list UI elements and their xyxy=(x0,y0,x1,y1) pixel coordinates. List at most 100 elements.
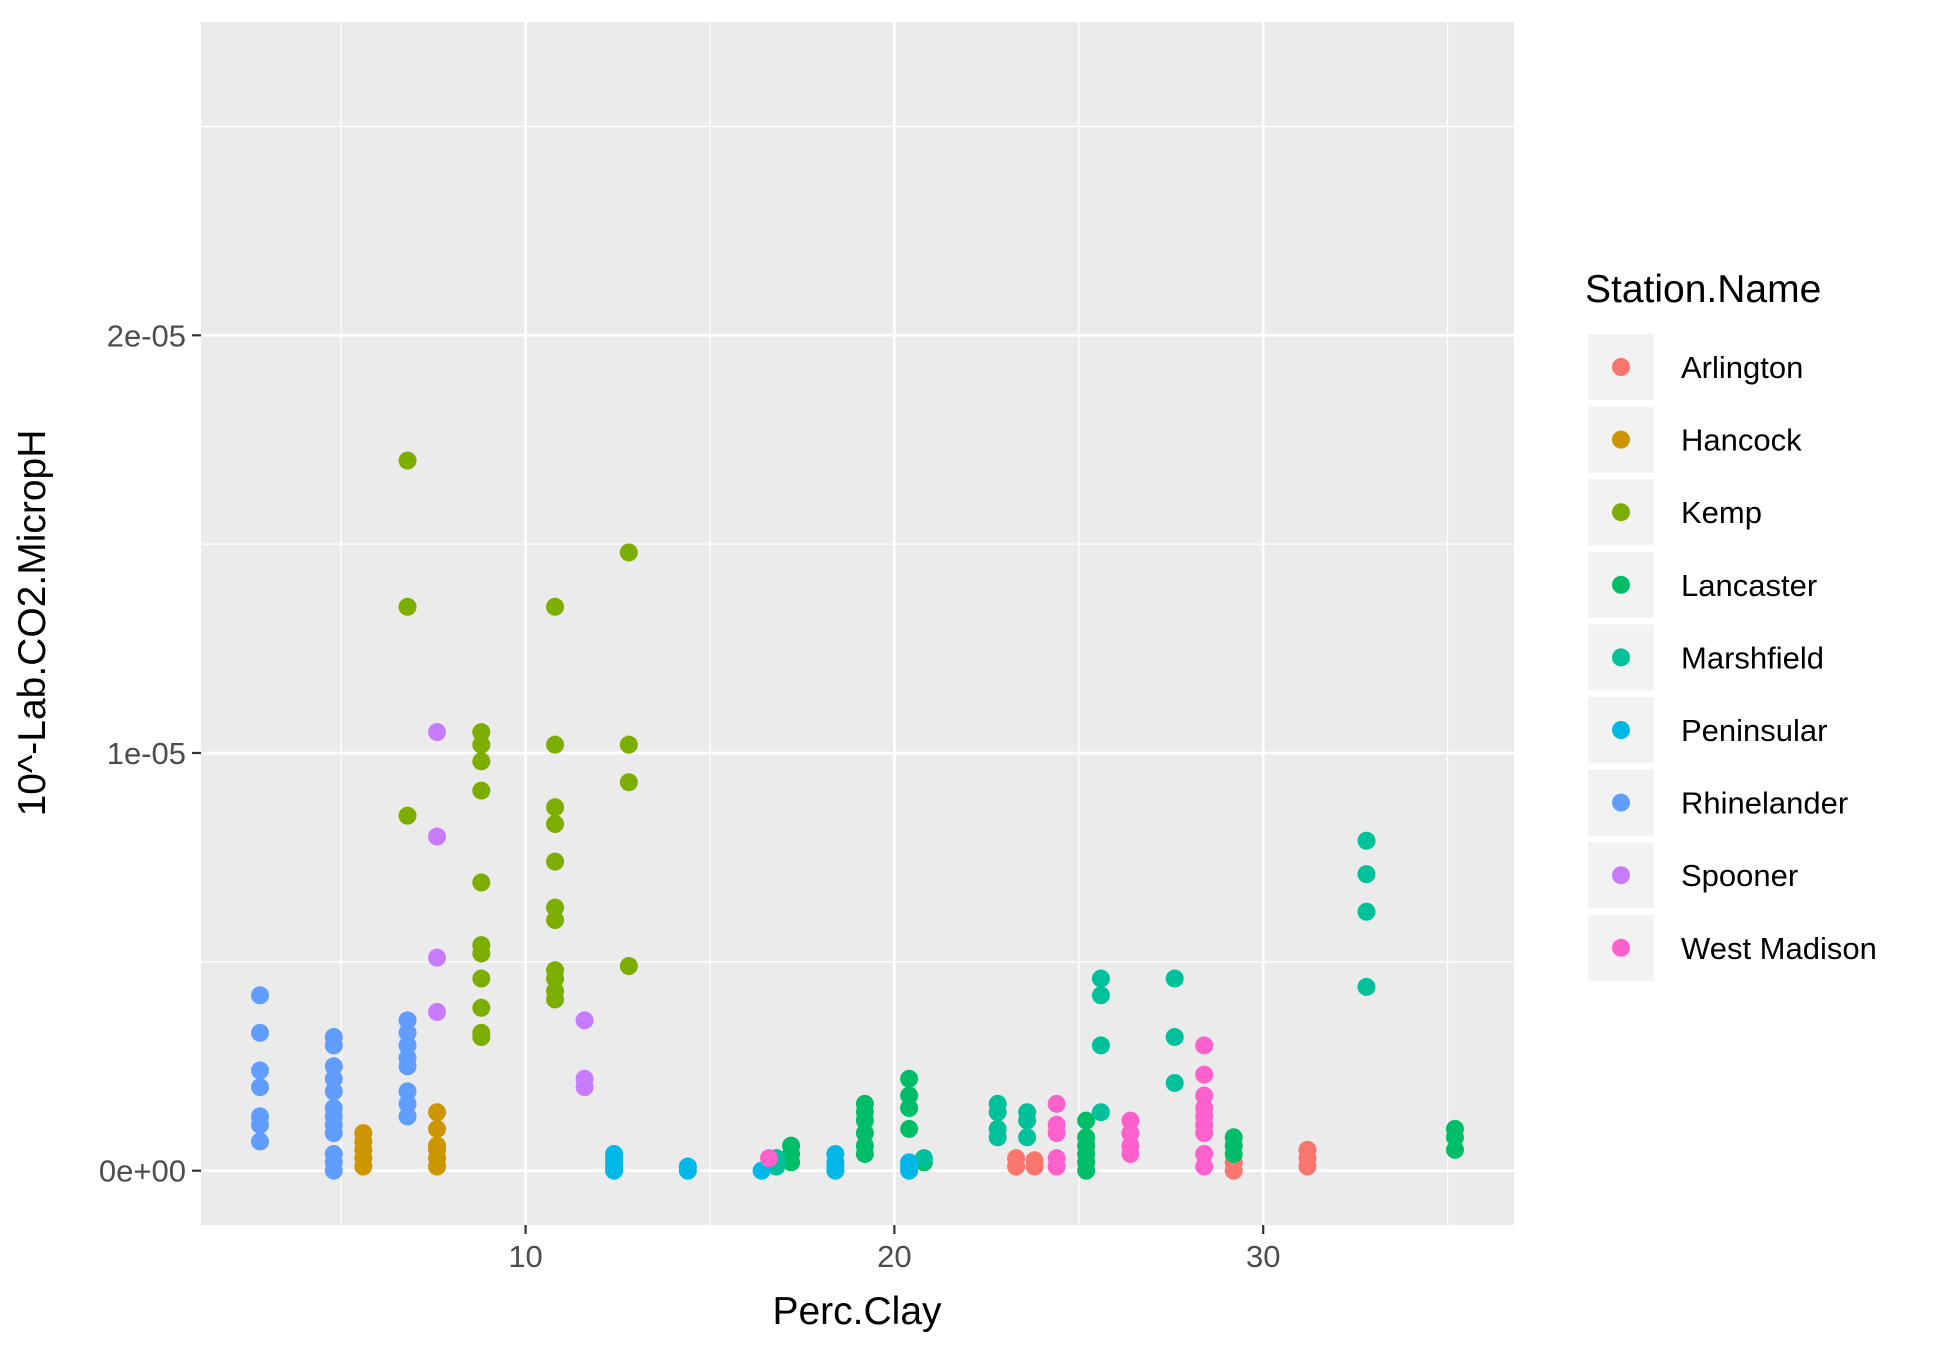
point-kemp xyxy=(546,852,565,871)
point-west-madison xyxy=(1195,1086,1214,1105)
point-hancock xyxy=(428,1103,447,1122)
point-kemp xyxy=(472,969,491,988)
point-lancaster xyxy=(855,1124,874,1143)
point-peninsular xyxy=(826,1144,845,1163)
point-spooner xyxy=(428,827,447,846)
point-spooner xyxy=(428,1002,447,1021)
point-marshfield xyxy=(1357,831,1376,850)
point-rhinelander xyxy=(398,1036,417,1055)
point-lancaster xyxy=(900,1099,919,1118)
point-marshfield xyxy=(1091,969,1110,988)
point-kemp xyxy=(619,735,638,754)
legend-swatch-marshfield xyxy=(1612,648,1630,667)
legend-swatch-arlington xyxy=(1612,358,1630,376)
y-axis: 0e+00 1e-05 2e-05 xyxy=(99,318,201,1189)
point-rhinelander xyxy=(324,1124,343,1143)
point-rhinelander xyxy=(324,1161,343,1180)
legend-title: Station.Name xyxy=(1585,268,1821,311)
point-peninsular xyxy=(900,1153,919,1172)
legend-swatch-peninsular xyxy=(1612,721,1630,739)
legend-label-spooner: Spooner xyxy=(1681,858,1798,893)
point-rhinelander xyxy=(398,1057,417,1076)
x-axis: 10 20 30 xyxy=(508,1225,1280,1274)
point-marshfield xyxy=(1018,1128,1037,1147)
x-tick-label: 10 xyxy=(508,1239,542,1274)
x-axis-title: Perc.Clay xyxy=(772,1290,942,1333)
point-hancock xyxy=(354,1124,373,1143)
point-kemp xyxy=(546,815,565,833)
point-west-madison xyxy=(1195,1157,1214,1176)
point-rhinelander xyxy=(324,1057,343,1076)
point-rhinelander xyxy=(251,1078,270,1097)
point-rhinelander xyxy=(251,1115,270,1134)
points-layer xyxy=(251,451,1464,1180)
point-peninsular xyxy=(678,1157,697,1176)
point-kemp xyxy=(546,911,565,930)
point-rhinelander xyxy=(398,1023,417,1042)
point-kemp xyxy=(398,597,417,616)
point-marshfield xyxy=(1357,977,1376,996)
point-west-madison xyxy=(1121,1111,1140,1130)
point-lancaster xyxy=(1445,1140,1464,1159)
legend-label-arlington: Arlington xyxy=(1681,350,1803,385)
point-marshfield xyxy=(1091,1103,1110,1122)
point-kemp xyxy=(546,735,565,754)
legend-label-hancock: Hancock xyxy=(1681,423,1802,458)
legend-label-marshfield: Marshfield xyxy=(1681,640,1824,675)
point-west-madison xyxy=(1047,1157,1066,1176)
point-hancock xyxy=(428,1119,447,1138)
point-kemp xyxy=(546,597,565,616)
plot-panel xyxy=(201,22,1514,1225)
point-lancaster xyxy=(900,1119,919,1138)
y-axis-title: 10^-Lab.CO2.MicropH xyxy=(11,430,54,817)
point-west-madison xyxy=(1047,1094,1066,1113)
x-tick-label: 20 xyxy=(877,1239,911,1274)
point-marshfield xyxy=(1357,865,1376,884)
legend-label-lancaster: Lancaster xyxy=(1681,568,1817,603)
point-kemp xyxy=(398,806,417,825)
point-lancaster xyxy=(855,1144,874,1163)
point-rhinelander xyxy=(251,986,270,1005)
point-marshfield xyxy=(914,1149,933,1168)
point-lancaster xyxy=(900,1086,919,1105)
point-rhinelander xyxy=(398,1107,417,1126)
point-kemp xyxy=(472,944,491,963)
point-spooner xyxy=(428,723,447,742)
point-kemp xyxy=(546,798,565,817)
point-peninsular xyxy=(605,1144,624,1163)
point-west-madison xyxy=(1195,1036,1214,1055)
y-tick-label: 0e+00 xyxy=(99,1154,186,1189)
point-kemp xyxy=(398,451,417,470)
point-marshfield xyxy=(1165,969,1184,988)
point-kemp xyxy=(619,773,638,792)
point-arlington xyxy=(1007,1149,1026,1168)
point-lancaster xyxy=(1077,1111,1096,1130)
point-kemp xyxy=(546,969,565,988)
point-lancaster xyxy=(900,1069,919,1088)
point-kemp xyxy=(472,781,491,800)
point-hancock xyxy=(428,1136,447,1155)
point-lancaster xyxy=(1224,1144,1243,1163)
point-west-madison xyxy=(1121,1124,1140,1143)
point-kemp xyxy=(472,752,491,771)
point-rhinelander xyxy=(251,1023,270,1042)
point-arlington xyxy=(1025,1151,1044,1170)
point-west-madison xyxy=(759,1149,778,1168)
point-arlington xyxy=(1298,1140,1317,1159)
point-lancaster xyxy=(1445,1128,1464,1147)
y-tick-label: 2e-05 xyxy=(107,318,186,353)
point-spooner xyxy=(575,1078,594,1097)
point-rhinelander xyxy=(398,1094,417,1113)
point-rhinelander xyxy=(251,1061,270,1080)
legend-swatch-lancaster xyxy=(1612,575,1630,594)
legend-label-west-madison: West Madison xyxy=(1681,931,1877,966)
point-rhinelander xyxy=(324,1036,343,1055)
point-rhinelander xyxy=(398,1011,417,1030)
point-kemp xyxy=(472,723,491,742)
point-spooner xyxy=(428,948,447,967)
legend-label-peninsular: Peninsular xyxy=(1681,713,1827,748)
legend-label-kemp: Kemp xyxy=(1681,495,1762,530)
point-west-madison xyxy=(1047,1124,1066,1143)
point-rhinelander xyxy=(324,1082,343,1101)
